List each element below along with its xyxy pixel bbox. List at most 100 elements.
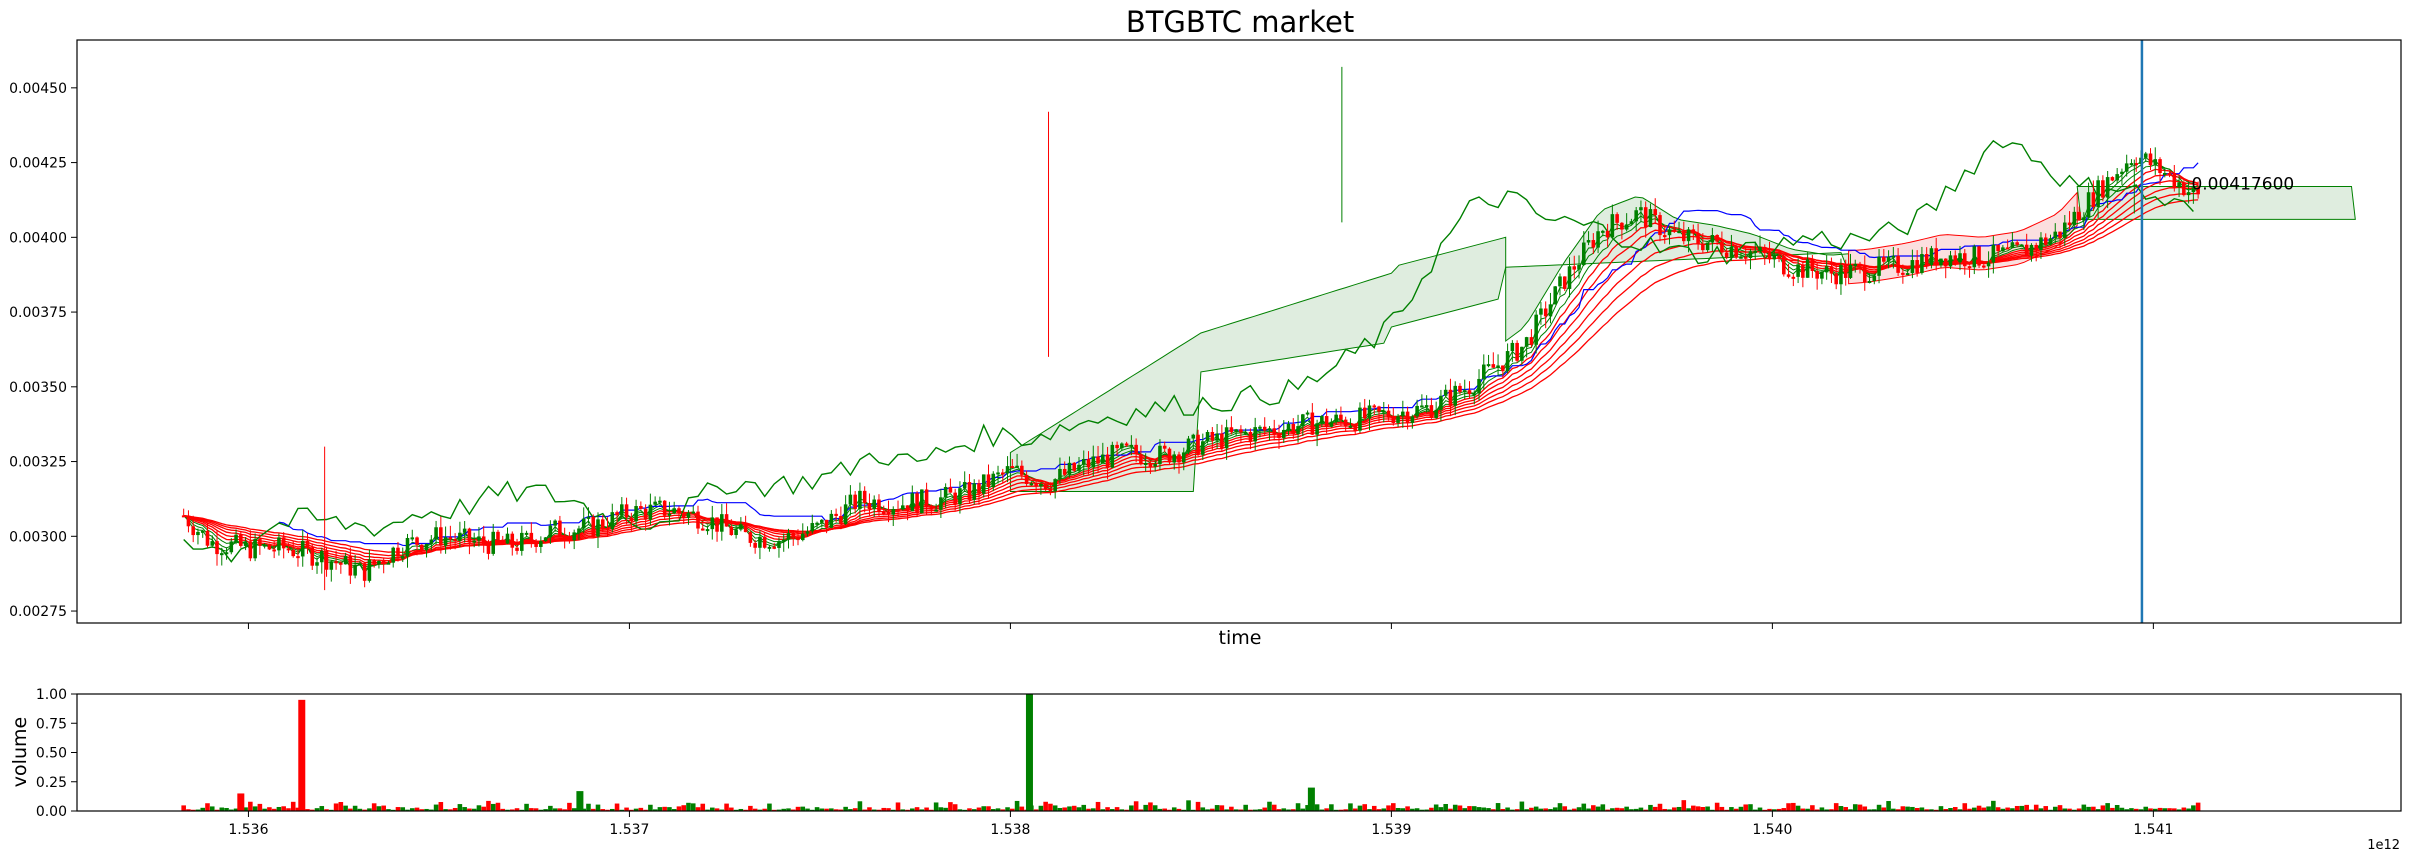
volume-bar [1452,804,1458,811]
volume-bar [1824,809,1829,811]
volume-bar [933,802,939,811]
candle-body [1243,431,1248,434]
volume-bar [338,802,344,811]
volume-bar [1829,809,1834,811]
volume-bar [762,808,767,811]
volume-bar [237,793,245,811]
volume-bar [1414,808,1420,811]
volume-bar [1919,807,1925,811]
volume-bar [1005,807,1010,811]
volume-bar [619,809,625,811]
volume-bar [1000,809,1006,811]
volume-bar [1819,807,1825,811]
volume-bar [905,809,910,811]
volume-bar [695,807,701,811]
candle-body [481,536,486,545]
candle-body [2153,159,2158,166]
volume-bar [1810,805,1815,811]
volume-bar [1981,807,1987,811]
volume-bar [1910,806,1915,811]
candle-body [1124,443,1129,446]
candle-body [434,527,438,540]
volume-bar [414,807,420,811]
candle-body [648,504,653,520]
volume-bar [1533,806,1539,811]
candle-body [1010,466,1015,469]
volume-bar [624,807,629,811]
candle-body [1620,222,1624,230]
candle-body [2091,192,2096,208]
candle-body [1539,308,1543,315]
volume-bar [262,808,267,811]
volume-bar [1090,808,1096,811]
volume-bar [1714,802,1720,811]
candle-body [734,529,738,536]
candle-body [1101,454,1105,464]
volume-bar [1548,808,1553,811]
candle-body [229,541,234,553]
volume-bar [1067,806,1072,811]
candle-body [267,544,272,550]
volume-bar [1205,809,1210,811]
volume-bar [1838,806,1844,811]
volume-bar [562,809,567,811]
volume-bar [867,807,872,811]
volume-bar [481,806,486,811]
candle-body [1239,429,1243,433]
volume-bar [190,809,196,811]
candle-body [1829,266,1834,274]
candle-body [1548,304,1553,317]
candle-body [224,552,229,555]
volume-bar [243,807,248,811]
volume-bar [1148,802,1153,811]
candle-body [1496,365,1500,368]
candle-body [339,562,343,565]
candle-body [920,489,924,514]
volume-bar [2038,808,2044,811]
candle-body [396,547,400,557]
candle-body [1058,468,1062,480]
volume-bar [1748,804,1753,811]
candle-body [1248,431,1253,442]
candle-body [777,541,781,548]
candle-body [653,501,657,505]
candle-body [248,541,253,559]
candle-body [943,486,948,498]
candle-body [2048,238,2053,245]
candle-body [558,520,562,537]
volume-bar [2100,805,2106,811]
candle-body [1658,215,1662,236]
volume-bar [1052,805,1058,811]
candle-body [1601,230,1605,233]
volume-y-tick-label: 0.00 [36,804,67,820]
candle-body [1339,414,1343,420]
volume-bar [1491,809,1496,811]
candle-body [1434,409,1438,418]
volume-bar [1962,803,1968,811]
volume-bar [229,809,234,811]
candle-body [196,531,200,536]
volume-bar [1352,808,1358,811]
candle-body [591,516,596,537]
volume-bar [1133,801,1139,811]
volume-bar [781,808,787,811]
candle-body [1324,416,1329,427]
candle-body [319,550,324,563]
candle-body [329,561,334,570]
volume-bar [1424,809,1429,811]
candle-body [1896,255,1900,273]
candle-body [586,516,591,519]
volume-bar [676,806,682,811]
volume-bar [1995,807,2001,811]
volume-bar [714,808,720,811]
candle-body [1362,407,1367,419]
volume-bar [1129,805,1134,811]
candle-body [1748,251,1753,258]
volume-bar [886,808,891,811]
candle-body [1481,364,1486,379]
volume-bar [1405,806,1410,811]
volume-bar [324,809,329,811]
candle-body [2024,244,2029,256]
candle-body [1158,445,1162,465]
volume-bar [1891,808,1896,811]
